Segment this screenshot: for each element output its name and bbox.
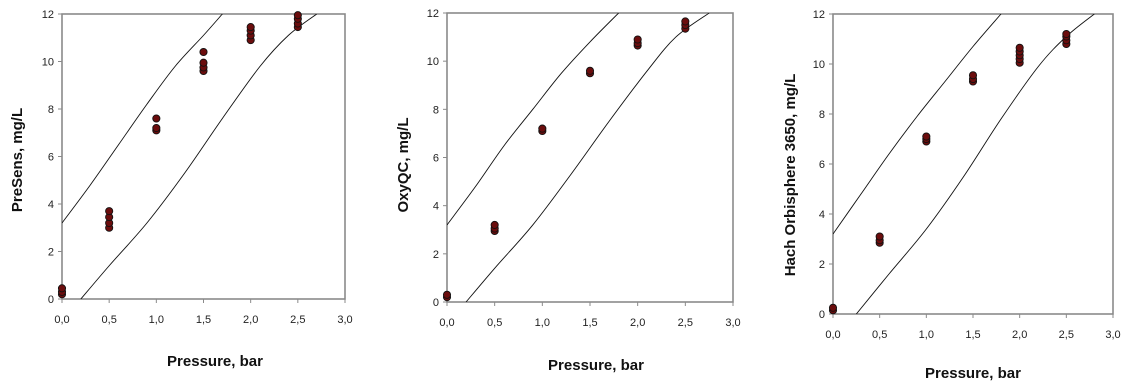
y-tick-label: 12	[42, 9, 54, 21]
x-tick-label: 1,0	[149, 314, 164, 326]
y-tick-label: 2	[48, 247, 54, 259]
x-tick-label: 0,5	[872, 329, 887, 341]
data-point	[105, 207, 114, 216]
x-tick-label: 1,5	[582, 317, 597, 329]
x-tick-label: 0,0	[825, 329, 840, 341]
x-axis-title: Pressure, bar	[548, 357, 644, 374]
x-tick-label: 2,5	[1059, 329, 1074, 341]
y-tick-label: 8	[433, 104, 439, 116]
y-tick-label: 2	[433, 249, 439, 261]
upper-bound-line	[447, 13, 619, 226]
x-tick-label: 1,0	[535, 317, 550, 329]
y-tick-label: 12	[813, 9, 825, 21]
x-tick-label: 1,5	[196, 314, 211, 326]
x-tick-label: 0,5	[102, 314, 117, 326]
y-axis-title: PreSens, mg/L	[9, 108, 26, 212]
x-tick-label: 2,5	[678, 317, 693, 329]
plot-frame	[446, 12, 734, 303]
y-tick-label: 8	[48, 104, 54, 116]
data-point	[681, 17, 690, 26]
y-tick-label: 0	[433, 297, 439, 309]
lower-bound-line	[80, 14, 317, 299]
data-point	[152, 123, 161, 133]
lower-bound-line	[855, 14, 1095, 314]
y-tick-label: 6	[819, 159, 825, 171]
x-tick-label: 3,0	[1105, 329, 1120, 341]
data-point	[1015, 43, 1024, 52]
data-point	[293, 11, 302, 20]
data-point	[490, 220, 499, 229]
data-point	[828, 303, 838, 312]
x-tick-label: 1,5	[965, 329, 980, 341]
data-point	[633, 35, 642, 44]
x-axis-title: Pressure, bar	[167, 353, 263, 370]
data-point	[57, 284, 67, 293]
x-tick-label: 2,0	[1012, 329, 1027, 341]
data-point	[246, 23, 255, 32]
lower-bound-line	[465, 13, 710, 302]
x-tick-label: 2,5	[290, 314, 305, 326]
data-point	[152, 114, 161, 123]
data-point	[1062, 29, 1071, 39]
x-tick-label: 0,5	[487, 317, 502, 329]
x-tick-label: 3,0	[337, 314, 352, 326]
y-axis-title: Hach Orbisphere 3650, mg/L	[782, 74, 799, 277]
x-tick-label: 0,0	[439, 317, 454, 329]
upper-bound-line	[62, 14, 223, 224]
y-tick-label: 10	[42, 57, 54, 69]
data-point	[875, 232, 884, 241]
y-tick-label: 2	[819, 259, 825, 271]
y-tick-label: 4	[433, 201, 439, 213]
data-point	[199, 58, 208, 67]
chart-oxyqc: 0 2 4 6 8 10 12 0,0 0,5 1,0 1,5 2,0 2,5 3,0 Pressure, …	[395, 8, 741, 374]
y-tick-label: 4	[48, 199, 54, 211]
plot-frame	[61, 13, 346, 300]
y-tick-label: 10	[427, 56, 439, 68]
y-tick-label: 6	[433, 153, 439, 165]
x-tick-label: 2,0	[630, 317, 645, 329]
data-point	[922, 132, 931, 141]
x-axis-title: Pressure, bar	[925, 365, 1021, 382]
x-tick-label: 3,0	[725, 317, 740, 329]
y-tick-label: 12	[427, 8, 439, 20]
chart-presens: 0 2 4 6 8 10 12 0,0 0,5 1,0 1,5 2,0 2,5 3,0 Pressure, …	[9, 9, 353, 370]
x-tick-label: 0,0	[54, 314, 69, 326]
y-tick-label: 4	[819, 209, 825, 221]
y-tick-label: 0	[48, 294, 54, 306]
data-point	[199, 47, 208, 57]
y-axis-title: OxyQC, mg/L	[395, 117, 412, 212]
plot-frame	[832, 13, 1114, 315]
x-tick-label: 2,0	[243, 314, 258, 326]
data-point	[538, 124, 547, 133]
y-tick-label: 0	[819, 309, 825, 321]
data-point	[585, 66, 595, 75]
y-tick-label: 10	[813, 59, 825, 71]
data-point	[968, 71, 978, 80]
x-tick-label: 1,0	[919, 329, 934, 341]
upper-bound-line	[833, 14, 1002, 235]
data-point	[442, 290, 452, 299]
y-tick-label: 8	[819, 109, 825, 121]
y-tick-label: 6	[48, 152, 54, 164]
chart-hach-orbisphere: 0 2 4 6 8 10 12 0,0 0,5 1,0 1,5 2,0 2,5 3,0 Pressure, …	[782, 9, 1121, 382]
